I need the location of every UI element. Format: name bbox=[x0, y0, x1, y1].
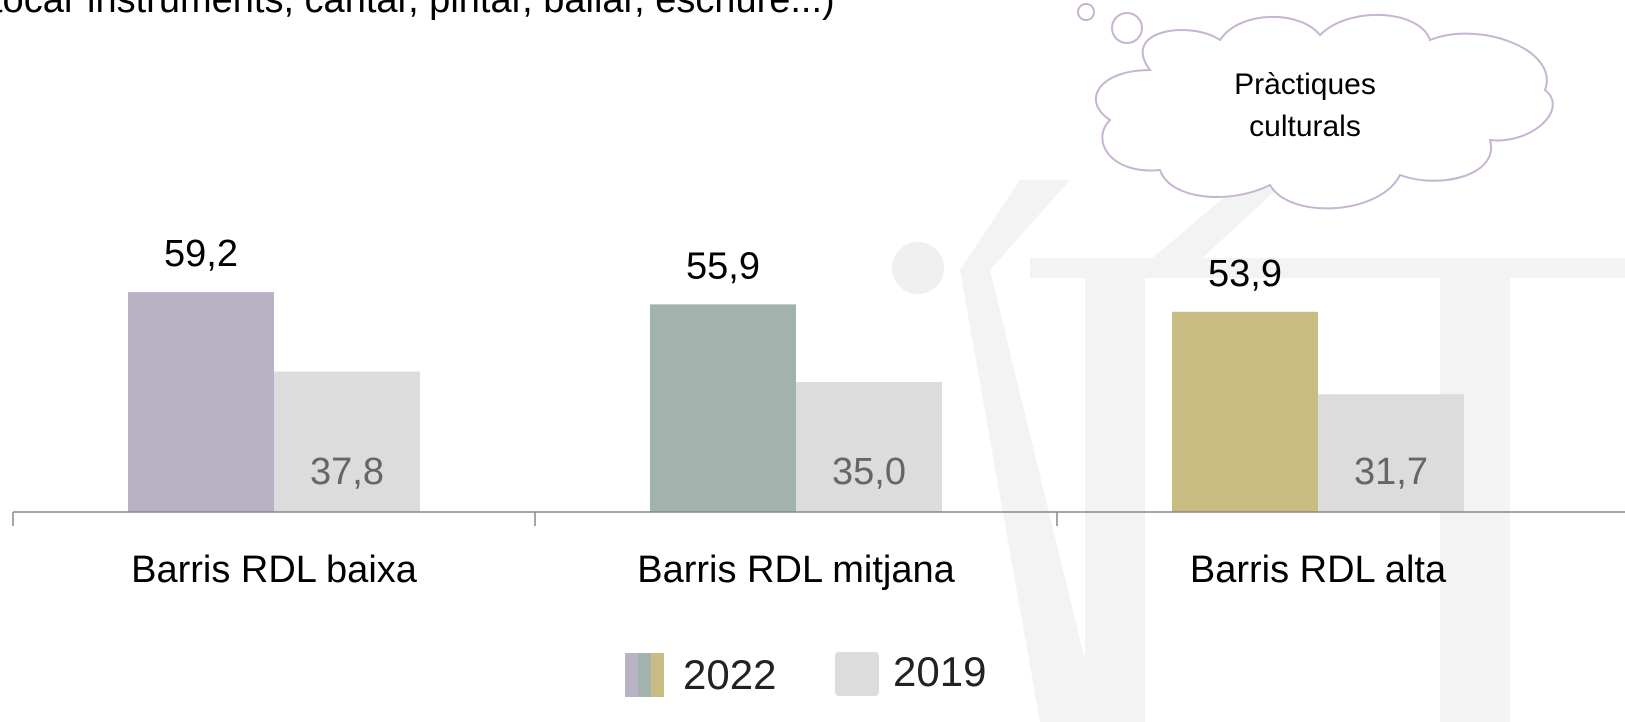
legend-label: 2019 bbox=[893, 648, 986, 695]
annotation: Pràctiques bbox=[1234, 68, 1376, 101]
annotation: culturals bbox=[1249, 110, 1361, 143]
bar bbox=[650, 304, 796, 512]
data-label: 31,7 bbox=[1354, 451, 1428, 493]
bar bbox=[1172, 311, 1318, 512]
data-label: 59,2 bbox=[164, 233, 238, 275]
data-label: 55,9 bbox=[686, 245, 760, 287]
legend-swatch bbox=[835, 652, 879, 696]
data-label: 53,9 bbox=[1208, 253, 1282, 295]
legend-swatch bbox=[638, 653, 651, 697]
legend-swatch bbox=[625, 653, 638, 697]
x-tick-label: Barris RDL baixa bbox=[131, 549, 418, 591]
chart-title: tocar instruments, cantar, pintar, balla… bbox=[0, 0, 835, 21]
thought-cloud bbox=[1077, 3, 1554, 210]
bar bbox=[796, 382, 942, 512]
legend-label: 2022 bbox=[683, 651, 776, 698]
x-tick-label: Barris RDL mitjana bbox=[637, 549, 955, 591]
bar bbox=[1318, 394, 1464, 512]
x-tick-label: Barris RDL alta bbox=[1190, 549, 1447, 591]
bar bbox=[274, 371, 420, 512]
data-label: 37,8 bbox=[310, 451, 384, 493]
bar bbox=[128, 292, 274, 512]
legend-swatch bbox=[651, 653, 664, 697]
data-label: 35,0 bbox=[832, 451, 906, 493]
